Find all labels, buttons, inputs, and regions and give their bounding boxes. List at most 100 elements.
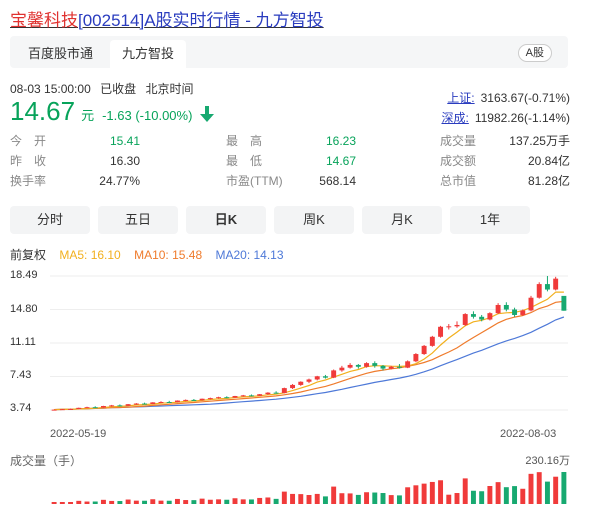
candle-body [133,403,139,405]
market-badge: A股 [517,44,552,62]
candle-body [142,403,148,405]
stat-amount-label: 成交额 [440,154,477,168]
volume-bar [290,493,296,504]
quote-time: 08-03 15:00:00 [10,82,91,96]
candle-body [109,405,115,407]
candle-body [150,402,156,405]
tab-monthly-k[interactable]: 月K [362,206,442,234]
stat-volume: 成交量 137.25万手 [440,132,570,150]
page-title[interactable]: 宝馨科技[002514]A股实时行情 - 九方智投 [10,6,324,31]
index-sh-link[interactable]: 上证: [447,91,475,105]
quote-meta: 08-03 15:00:00 已收盘 北京时间 [10,80,199,97]
stat-amount: 成交额 20.84亿 [440,152,570,170]
stat-prev-value: 16.30 [109,154,140,168]
stat-volume-value: 137.25万手 [509,134,570,148]
tab-1year[interactable]: 1年 [450,206,530,234]
volume-bar [68,502,74,504]
tab-5day[interactable]: 五日 [98,206,178,234]
candle-body [364,363,370,367]
index-sz-link[interactable]: 深成: [441,111,469,125]
volume-bar [183,500,189,504]
tab-baidu[interactable]: 百度股市通 [28,46,94,61]
candle-body [92,407,98,409]
candle-body [372,363,378,366]
stat-pe-value: 568.14 [319,174,356,188]
volume-bar [150,499,156,504]
candle-body [281,388,287,394]
title-suffix[interactable]: A股实时行情 - 九方智投 [144,11,324,30]
candle-body [232,396,238,398]
volume-bar [339,493,345,504]
ma10-label: MA10: 15.48 [134,248,203,262]
volume-bar [347,493,353,504]
candle-body [166,402,172,404]
candle-body [487,313,493,320]
volume-bar [59,502,65,504]
volume-bar [158,500,164,504]
adjust-label: 前复权 [10,248,47,262]
volume-bar [306,495,312,504]
volume-bar [388,495,394,504]
ma5-line [54,291,564,411]
candle-body [191,399,197,401]
candle-body [512,309,518,315]
price-change: -1.63 (-10.00%) [102,108,193,123]
candle-body [68,409,74,411]
volume-bar [544,481,550,504]
volume-bar [405,487,411,504]
x-label-end: 2022-08-03 [500,428,557,440]
volume-bar [109,500,115,504]
volume-bar [314,493,320,504]
volume-bar [396,495,402,504]
candle-body [125,404,131,406]
volume-bar [470,490,476,504]
ma20-label: MA20: 14.13 [215,248,284,262]
candle-body [462,314,468,325]
tab-daily-k[interactable]: 日K [186,206,266,234]
candle-body [553,278,559,290]
stat-turnover-value: 24.77% [99,174,140,188]
stat-turnover-label: 换手率 [10,174,47,188]
volume-bar [142,500,148,504]
candle-body [298,381,304,385]
candle-body [207,398,213,400]
timezone-label: 北京时间 [145,82,194,96]
stat-cap: 总市值 81.28亿 [440,172,570,190]
tab-jiufang[interactable]: 九方智投 [110,40,187,68]
stat-open-label: 今 开 [10,134,47,148]
volume-bar [503,487,509,504]
ma10-line [54,300,564,411]
volume-chart[interactable] [50,470,568,504]
candle-body [396,366,402,368]
volume-bar [512,486,518,504]
candle-body [240,395,246,397]
stat-cap-label: 总市值 [440,174,477,188]
stat-low-label: 最 低 [226,154,263,168]
candle-body [84,407,90,409]
candle-body [503,304,509,310]
candle-body [355,364,361,367]
volume-bar [528,473,534,504]
volume-bar [174,498,180,504]
volume-bar [331,486,337,504]
stat-prev: 昨 收 16.30 [10,152,140,170]
stat-high-value: 16.23 [325,134,356,148]
candlestick-chart[interactable] [50,270,568,420]
stock-name[interactable]: 宝馨科技 [10,11,78,30]
volume-bar [100,499,106,504]
tab-intraday[interactable]: 分时 [10,206,90,234]
volume-bar [125,499,131,504]
index-panel: 上证: 3163.67(-0.71%) 深成: 11982.26(-1.14%) [441,88,570,128]
candle-body [257,394,263,396]
volume-bar [487,486,493,504]
volume-bar [520,488,526,504]
current-price: 14.67 [10,96,76,126]
candle-body [183,399,189,401]
volume-bar [281,491,287,504]
stock-code[interactable]: [002514] [78,11,145,30]
volume-bar [207,499,213,504]
tab-weekly-k[interactable]: 周K [274,206,354,234]
index-sz-value: 11982.26(-1.14%) [474,111,570,125]
candle-body [470,314,476,317]
volume-bar [536,472,542,504]
